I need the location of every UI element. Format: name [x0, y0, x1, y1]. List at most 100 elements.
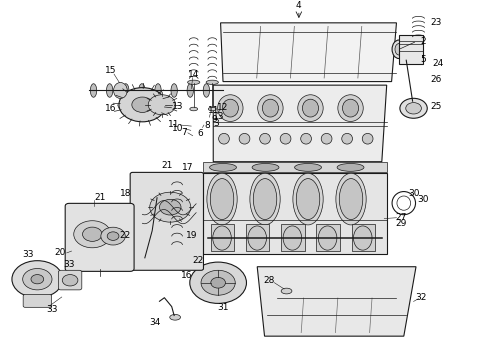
Ellipse shape [318, 226, 337, 250]
Text: 10: 10 [172, 124, 184, 133]
Ellipse shape [106, 84, 113, 97]
Text: 13: 13 [213, 112, 225, 121]
Ellipse shape [90, 84, 97, 97]
Ellipse shape [302, 99, 318, 117]
Ellipse shape [301, 134, 312, 144]
Text: 17: 17 [182, 162, 193, 171]
Text: 31: 31 [217, 303, 229, 312]
Ellipse shape [206, 80, 219, 85]
Ellipse shape [321, 228, 335, 242]
Ellipse shape [213, 226, 231, 250]
Bar [281, 224, 305, 251]
Circle shape [406, 103, 421, 114]
Circle shape [62, 275, 78, 286]
Ellipse shape [298, 95, 323, 121]
Text: 25: 25 [430, 102, 441, 111]
Ellipse shape [203, 84, 210, 97]
Circle shape [74, 221, 111, 248]
Circle shape [82, 227, 102, 241]
Ellipse shape [248, 226, 267, 250]
Text: 8: 8 [204, 121, 210, 130]
Ellipse shape [281, 288, 292, 294]
Text: 21: 21 [161, 161, 172, 170]
Ellipse shape [210, 163, 237, 171]
Text: 33: 33 [63, 260, 75, 269]
Text: 23: 23 [430, 18, 441, 27]
Ellipse shape [171, 84, 177, 97]
Ellipse shape [187, 84, 194, 97]
Text: 20: 20 [54, 248, 66, 257]
Ellipse shape [296, 179, 320, 220]
Text: 22: 22 [120, 231, 131, 240]
Ellipse shape [280, 134, 291, 144]
Ellipse shape [188, 80, 200, 85]
Ellipse shape [343, 99, 359, 117]
Ellipse shape [250, 173, 280, 225]
Ellipse shape [222, 99, 239, 117]
Text: 4: 4 [296, 1, 302, 10]
FancyBboxPatch shape [23, 294, 51, 307]
Circle shape [190, 262, 246, 303]
Polygon shape [203, 162, 387, 172]
Text: 32: 32 [415, 293, 427, 302]
Ellipse shape [293, 173, 323, 225]
Text: 12: 12 [218, 103, 229, 112]
Circle shape [101, 227, 125, 245]
Text: 19: 19 [186, 231, 197, 240]
Text: 14: 14 [188, 70, 199, 79]
Ellipse shape [215, 228, 230, 242]
Ellipse shape [356, 228, 370, 242]
Text: 33: 33 [46, 305, 58, 314]
Text: 30: 30 [417, 194, 429, 203]
Text: 11: 11 [169, 120, 180, 129]
Circle shape [159, 199, 181, 215]
Bar [317, 224, 340, 251]
Polygon shape [213, 85, 387, 162]
Bar [211, 224, 234, 251]
Text: 22: 22 [192, 256, 203, 265]
FancyBboxPatch shape [58, 270, 82, 290]
Circle shape [150, 192, 191, 222]
Text: 9: 9 [212, 115, 218, 124]
Ellipse shape [250, 228, 265, 242]
Text: 16: 16 [105, 104, 117, 113]
Text: 3: 3 [213, 119, 219, 128]
Circle shape [148, 95, 175, 115]
Ellipse shape [353, 226, 372, 250]
Circle shape [23, 269, 52, 290]
Ellipse shape [339, 179, 363, 220]
Ellipse shape [210, 179, 234, 220]
Ellipse shape [139, 84, 145, 97]
Ellipse shape [395, 44, 403, 55]
FancyBboxPatch shape [65, 203, 134, 271]
Ellipse shape [114, 82, 127, 99]
Text: 15: 15 [105, 66, 117, 75]
Polygon shape [203, 173, 387, 254]
Ellipse shape [283, 226, 302, 250]
Ellipse shape [155, 84, 161, 97]
Text: 33: 33 [22, 250, 33, 259]
Bar [351, 224, 375, 251]
Ellipse shape [219, 134, 229, 144]
Text: 11: 11 [207, 106, 219, 115]
Ellipse shape [321, 134, 332, 144]
Text: 27: 27 [395, 213, 407, 222]
Ellipse shape [342, 134, 352, 144]
Ellipse shape [207, 173, 237, 225]
Text: 21: 21 [94, 193, 105, 202]
Ellipse shape [258, 95, 283, 121]
Polygon shape [399, 35, 423, 64]
Circle shape [400, 98, 427, 118]
Ellipse shape [122, 84, 129, 97]
Ellipse shape [337, 163, 364, 171]
Text: 28: 28 [264, 276, 275, 285]
FancyBboxPatch shape [130, 172, 203, 270]
Ellipse shape [260, 134, 270, 144]
Ellipse shape [218, 95, 243, 121]
Ellipse shape [362, 134, 373, 144]
Ellipse shape [252, 163, 279, 171]
Polygon shape [257, 267, 416, 336]
Circle shape [107, 232, 119, 240]
Ellipse shape [170, 314, 180, 320]
Circle shape [211, 278, 225, 288]
